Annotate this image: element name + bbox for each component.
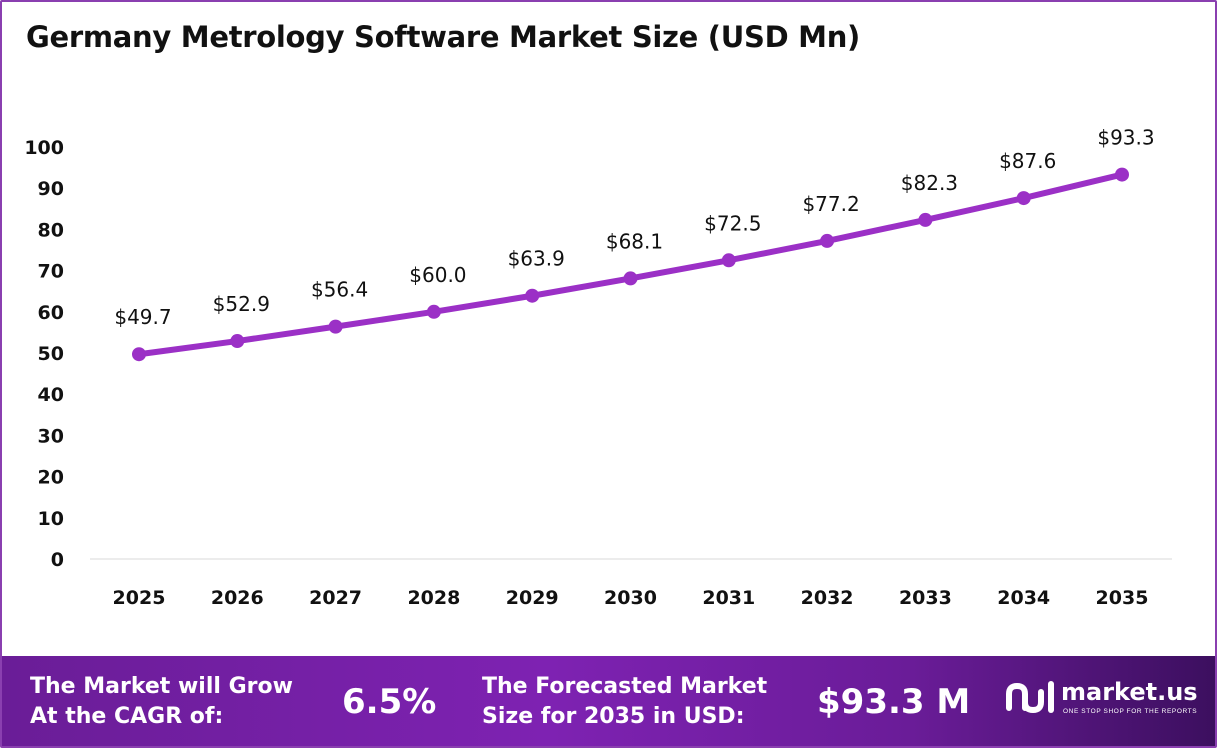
market-us-logo: market.us ONE STOP SHOP FOR THE REPORTS <box>1005 676 1210 726</box>
data-label: $77.2 <box>802 192 859 216</box>
data-label: $93.3 <box>1097 126 1154 150</box>
data-label: $56.4 <box>311 278 368 302</box>
x-tick-label: 2033 <box>899 587 952 609</box>
data-point <box>328 319 343 334</box>
cagr-value: 6.5% <box>342 682 437 722</box>
data-point <box>1016 191 1031 206</box>
logo-name: market.us <box>1061 678 1198 706</box>
y-tick-label: 10 <box>38 508 64 530</box>
data-point <box>721 253 736 268</box>
series-line <box>136 171 1125 358</box>
data-point <box>1115 167 1129 182</box>
data-label: $72.5 <box>704 211 761 235</box>
data-label: $82.3 <box>901 171 958 195</box>
data-point <box>132 347 146 362</box>
forecast-label: The Forecasted Market Size for 2035 in U… <box>482 674 768 729</box>
x-tick-label: 2027 <box>309 587 362 609</box>
x-tick-label: 2031 <box>702 587 755 609</box>
data-label: $52.9 <box>213 292 270 316</box>
data-point <box>525 288 540 303</box>
data-point <box>426 304 441 319</box>
footer-banner: The Market will Grow At the CAGR of: 6.5… <box>2 656 1215 746</box>
data-label: $68.1 <box>606 229 663 253</box>
data-label: $60.0 <box>409 263 466 287</box>
y-tick-label: 50 <box>38 343 64 365</box>
y-tick-label: 60 <box>38 302 64 324</box>
y-tick-label: 40 <box>38 384 64 406</box>
x-tick-label: 2030 <box>604 587 657 609</box>
x-tick-label: 2032 <box>801 587 854 609</box>
y-tick-label: 30 <box>38 425 64 447</box>
y-tick-label: 20 <box>38 467 64 489</box>
x-tick-label: 2035 <box>1096 587 1149 609</box>
y-tick-label: 80 <box>38 219 64 241</box>
data-point <box>820 233 835 248</box>
y-tick-label: 0 <box>51 549 64 571</box>
x-tick-label: 2034 <box>997 587 1050 609</box>
data-point <box>230 334 245 349</box>
chart-title: Germany Metrology Software Market Size (… <box>26 20 861 54</box>
y-tick-label: 70 <box>38 261 64 283</box>
data-label: $87.6 <box>999 149 1056 173</box>
data-label: $63.9 <box>508 247 565 271</box>
x-tick-label: 2026 <box>211 587 264 609</box>
cagr-label: The Market will Grow At the CAGR of: <box>30 674 293 729</box>
data-point <box>918 212 933 227</box>
x-tick-label: 2028 <box>407 587 460 609</box>
data-point <box>623 271 638 286</box>
x-tick-label: 2025 <box>113 587 166 609</box>
forecast-value: $93.3 M <box>817 682 971 722</box>
y-tick-label: 100 <box>24 137 64 159</box>
logo-tagline: ONE STOP SHOP FOR THE REPORTS <box>1063 708 1198 715</box>
x-tick-label: 2029 <box>506 587 559 609</box>
y-tick-label: 90 <box>38 178 64 200</box>
market-us-logo-icon <box>1006 681 1054 714</box>
data-label: $49.7 <box>114 305 171 329</box>
